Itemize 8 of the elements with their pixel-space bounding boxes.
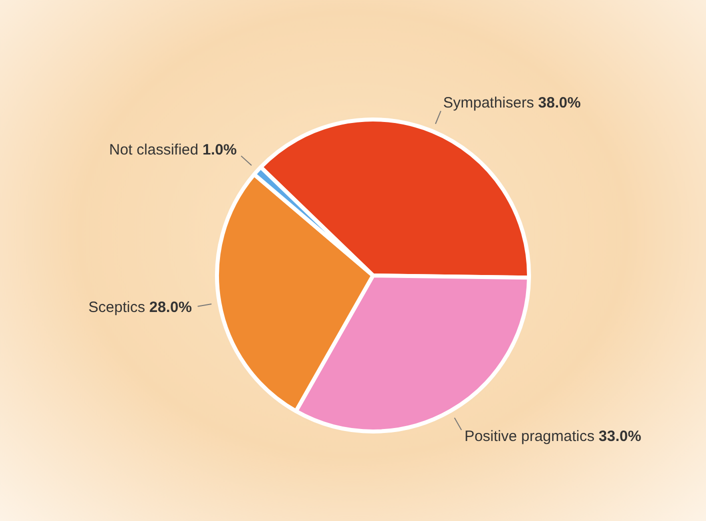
data-label: 33.0%: [598, 428, 642, 446]
slice-label: Sympathisers: [443, 94, 538, 112]
data-label: 1.0%: [202, 142, 237, 159]
data-label: 38.0%: [538, 94, 581, 112]
data-label: 28.0%: [149, 298, 192, 316]
slice-label: Not classified: [109, 142, 203, 159]
slice-label: Sceptics: [88, 298, 150, 316]
slice-label: Positive pragmatics: [464, 428, 599, 446]
